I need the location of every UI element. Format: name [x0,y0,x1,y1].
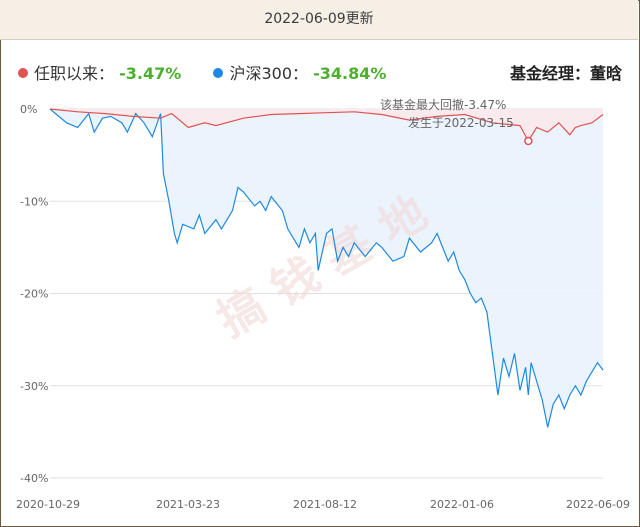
index-legend-dot [213,67,224,78]
y-tick-label: -40% [20,472,48,485]
legend-item-fund[interactable]: 任职以来： -3.47% [18,64,186,83]
fund-line [49,108,604,143]
x-tick-label: 2020-10-29 [16,498,80,511]
y-tick-label: 0% [20,103,37,116]
x-tick-label: 2022-01-06 [430,498,494,511]
x-tick-label: 2022-06-09 [566,498,630,511]
y-tick-label: -30% [20,380,48,393]
fund-manager: 基金经理：董晗 [509,64,622,83]
index-line [49,108,604,428]
y-tick-label: -20% [20,288,48,301]
drawdown-annotation-line2: 发生于2022-03-15 [408,115,514,130]
update-header: 2022-06-09更新 [0,0,638,40]
index-area [50,109,603,428]
max-drawdown-marker[interactable] [524,136,533,146]
fund-legend-value: -3.47% [119,64,182,83]
legend: 任职以来： -3.47% 沪深300： -34.84% [18,60,386,84]
index-legend-value: -34.84% [313,64,387,83]
x-tick-label: 2021-03-23 [156,498,220,511]
fund-area [50,109,603,141]
fund-legend-label: 任职以来： [34,64,115,83]
y-tick-label: -10% [20,195,48,208]
drawdown-annotation-line1: 该基金最大回撤-3.47% [380,97,506,112]
x-tick-label: 2021-08-12 [293,498,357,511]
fund-legend-dot [18,67,28,78]
index-legend-label: 沪深300： [229,64,308,83]
legend-item-index[interactable]: 沪深300： -34.84% [213,64,386,83]
